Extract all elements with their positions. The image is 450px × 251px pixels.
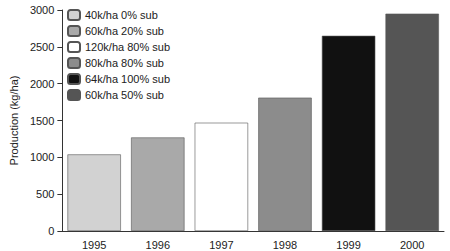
svg-text:2000: 2000 <box>30 78 54 90</box>
svg-text:500: 500 <box>36 188 54 200</box>
svg-text:120k/ha 80% sub: 120k/ha 80% sub <box>85 41 170 53</box>
svg-text:60k/ha 50% sub: 60k/ha 50% sub <box>85 89 164 101</box>
svg-text:1999: 1999 <box>336 239 360 251</box>
svg-text:1996: 1996 <box>146 239 170 251</box>
svg-text:80k/ha 80% sub: 80k/ha 80% sub <box>85 57 164 69</box>
svg-text:1500: 1500 <box>30 115 54 127</box>
svg-text:3000: 3000 <box>30 4 54 16</box>
svg-text:64k/ha 100% sub: 64k/ha 100% sub <box>85 73 170 85</box>
svg-text:1998: 1998 <box>273 239 297 251</box>
svg-text:2000: 2000 <box>400 239 424 251</box>
svg-text:1000: 1000 <box>30 151 54 163</box>
svg-text:Production (kg/ha): Production (kg/ha) <box>8 76 20 166</box>
svg-text:60k/ha 20% sub: 60k/ha 20% sub <box>85 25 164 37</box>
svg-text:40k/ha 0% sub: 40k/ha 0% sub <box>85 9 158 21</box>
svg-text:2500: 2500 <box>30 41 54 53</box>
svg-text:0: 0 <box>48 225 54 237</box>
svg-text:1995: 1995 <box>82 239 106 251</box>
svg-text:1997: 1997 <box>209 239 233 251</box>
